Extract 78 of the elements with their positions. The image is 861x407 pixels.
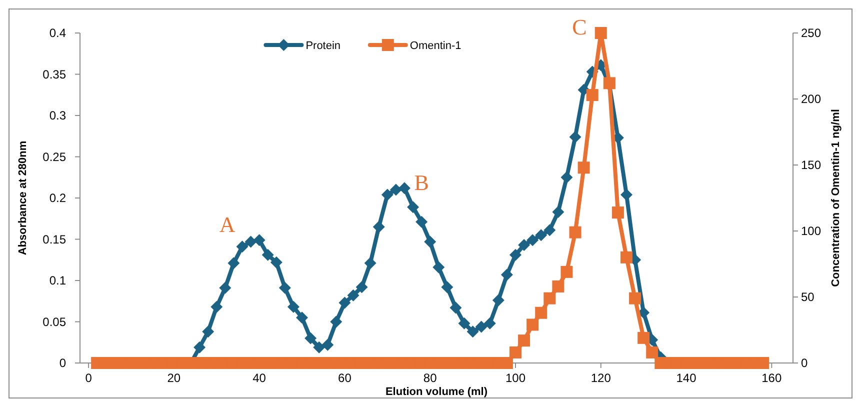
point [432, 261, 445, 274]
point [407, 201, 420, 214]
point [296, 312, 308, 324]
point [458, 317, 470, 330]
x-tick-label: 140 [676, 371, 697, 385]
y2-tick-label: 0 [801, 356, 808, 370]
point [228, 257, 240, 270]
point [526, 234, 539, 246]
x-tick-label: 0 [85, 371, 92, 385]
y2-axis-title: Concentration of Omentin-1 ng/ml [830, 109, 842, 287]
x-tick-label: 160 [762, 371, 782, 385]
point [244, 236, 257, 248]
point [364, 257, 376, 270]
x-axis-title: Elution volume (ml) [385, 386, 488, 398]
point [509, 248, 522, 261]
point [475, 320, 488, 333]
point [492, 294, 504, 306]
y-tick-label: 0.15 [42, 232, 66, 246]
y-tick-label: 0.25 [42, 150, 66, 164]
x-tick-label: 120 [590, 371, 612, 385]
y-tick-label: 0.35 [42, 67, 66, 82]
point [390, 184, 402, 196]
point [560, 171, 573, 184]
point [356, 281, 368, 294]
point [270, 256, 282, 268]
point [620, 188, 632, 201]
y2-tick-label: 150 [801, 158, 822, 172]
y-tick-label: 0.2 [49, 191, 66, 205]
point [253, 234, 266, 246]
y2-tick-label: 250 [801, 26, 822, 40]
point [372, 220, 385, 233]
point [304, 332, 317, 344]
x-tick-label: 20 [167, 371, 181, 385]
point [552, 206, 564, 218]
y2-tick-label: 50 [801, 290, 815, 304]
annotation: B [414, 170, 429, 195]
point [330, 316, 342, 328]
point [466, 326, 479, 338]
point [347, 289, 360, 302]
point [194, 341, 206, 354]
point [202, 326, 214, 338]
point [450, 302, 462, 314]
x-tick-label: 60 [338, 371, 352, 385]
y-tick-label: 0.3 [49, 108, 66, 122]
annotation: C [572, 14, 587, 40]
point [278, 282, 291, 294]
point [484, 317, 496, 330]
point [535, 229, 548, 242]
point [544, 224, 556, 236]
point [381, 188, 394, 201]
y-tick-label: 0 [59, 356, 66, 370]
point [398, 182, 410, 194]
legend-label: Protein [306, 40, 341, 52]
x-tick-label: 40 [252, 371, 266, 385]
legend-label: Omentin-1 [410, 40, 462, 52]
point [500, 268, 513, 281]
point [416, 216, 428, 228]
point [236, 240, 248, 253]
x-tick-label: 80 [423, 371, 438, 385]
y-axis-title: Absorbance at 280nm [17, 140, 29, 256]
point [322, 338, 334, 351]
point [219, 282, 232, 294]
point [210, 300, 223, 313]
y-tick-label: 0.1 [49, 274, 66, 288]
y2-tick-label: 100 [801, 224, 822, 238]
x-tick-label: 100 [505, 371, 526, 385]
y2-tick-label: 200 [801, 92, 822, 106]
y-tick-label: 0.4 [49, 26, 66, 40]
point [424, 236, 436, 248]
y-tick-label: 0.05 [42, 314, 66, 329]
point [287, 300, 300, 313]
point [441, 281, 454, 294]
point [569, 130, 582, 143]
point [338, 296, 351, 309]
point [262, 248, 274, 261]
point [313, 341, 326, 354]
point [518, 239, 530, 252]
annotation: A [219, 212, 236, 237]
